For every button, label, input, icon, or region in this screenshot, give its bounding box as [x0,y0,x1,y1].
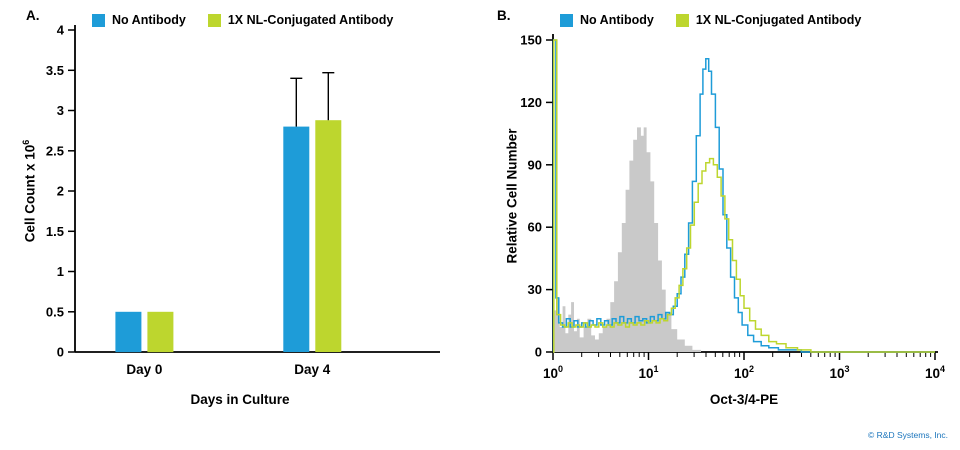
legend-swatch-green [675,13,689,27]
panel-a-x-axis-label: Days in Culture [190,392,290,407]
panel-b-label: B. [497,8,511,23]
axes [74,25,440,353]
legend-label: No Antibody [112,13,186,27]
y-tick-label: 0.5 [46,304,64,319]
bar [315,120,342,352]
panel-a-label: A. [26,8,40,23]
gray-filled-histogram [553,127,701,353]
x-category-label: Day 0 [126,362,162,377]
x-tick-label: 104 [925,364,945,381]
y-tick-label: 90 [528,157,542,172]
y-tick-label: 4 [57,23,65,38]
bar-chart: 0 0.5 1 1.5 2 2.5 3 3.5 4 Day 0 Day 4 [46,23,440,377]
x-tick-label: 101 [638,364,658,381]
panel-a-y-axis-label: Cell Count x 106 [21,139,38,243]
copyright-text: © R&D Systems, Inc. [868,430,948,440]
legend-swatch-blue [92,13,105,27]
x-tick-label: 100 [543,364,563,381]
legend-item-no-antibody: No Antibody [560,13,654,27]
bars: Day 0 Day 4 [115,71,342,377]
panel-b-x-axis-label: Oct-3/4-PE [709,392,779,407]
y-tick-label: 30 [528,282,542,297]
legend-label: 1X NL-Conjugated Antibody [227,13,394,27]
y-tick-label: 150 [520,33,542,48]
panel-b-legend: No Antibody 1X NL-Conjugated Antibody [560,13,861,27]
y-tick-label: 0 [57,345,64,360]
legend-item-conjugated-antibody: 1X NL-Conjugated Antibody [207,13,394,27]
bar [115,311,142,353]
histogram-curve [553,39,935,353]
y-tick-label: 3 [57,103,64,118]
bar [147,311,174,353]
x-tick-label: 102 [734,364,754,381]
y-tick-label: 3.5 [46,63,64,78]
y-tick-label: 0 [535,345,542,360]
flow-histogram-chart: 0 30 60 90 120 150 100 101 102 103 104 [520,33,945,382]
legend-label: No Antibody [580,13,654,27]
panel-a-legend: No Antibody 1X NL-Conjugated Antibody [92,13,393,27]
histogram-curves [552,39,935,353]
y-tick-label: 2.5 [46,143,64,158]
y-tick-label: 60 [528,220,542,235]
x-tick-label: 103 [829,364,849,381]
bar [283,126,310,352]
panel-a: A. No Antibody 1X NL-Conjugated Antibody… [0,0,470,450]
y-ticks: 0 0.5 1 1.5 2 2.5 3 3.5 4 [46,23,75,360]
panel-b-y-axis-label: Relative Cell Number [504,128,520,264]
x-category-label: Day 4 [294,362,331,377]
legend-swatch-green [207,13,221,27]
y-ticks: 0 30 60 90 120 150 [520,33,553,360]
y-tick-label: 2 [57,184,64,199]
legend-item-no-antibody: No Antibody [92,13,186,27]
y-tick-label: 1 [57,264,64,279]
legend-label: 1X NL-Conjugated Antibody [695,13,862,27]
legend-item-conjugated-antibody: 1X NL-Conjugated Antibody [675,13,862,27]
panel-b: B. No Antibody 1X NL-Conjugated Antibody… [480,0,960,450]
x-ticks: 100 101 102 103 104 [543,352,945,381]
y-tick-label: 1.5 [46,224,64,239]
legend-swatch-blue [560,13,573,27]
y-tick-label: 120 [520,95,542,110]
